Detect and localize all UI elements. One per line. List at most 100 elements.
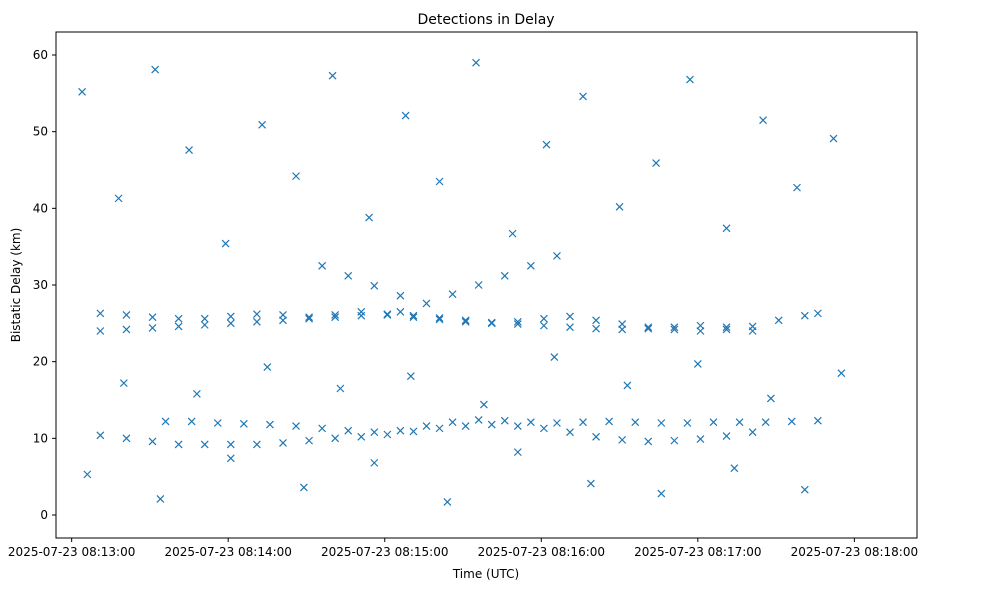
- y-tick-label: 50: [33, 125, 48, 139]
- data-point: [357, 311, 366, 320]
- data-point: [683, 419, 692, 427]
- data-point: [513, 448, 522, 457]
- data-point: [252, 310, 261, 319]
- data-point: [670, 436, 679, 445]
- x-tick-label: 2025-07-23 08:17:00: [634, 545, 761, 559]
- data-point: [615, 202, 624, 211]
- data-point: [122, 325, 131, 334]
- x-tick-label: 2025-07-23 08:18:00: [791, 545, 918, 559]
- data-point: [252, 440, 261, 449]
- data-point: [774, 316, 783, 325]
- data-point: [213, 419, 222, 427]
- data-point: [766, 394, 775, 403]
- data-point: [722, 224, 731, 233]
- data-point: [487, 319, 496, 328]
- data-point: [722, 325, 731, 334]
- data-point: [479, 400, 488, 409]
- data-point: [328, 71, 337, 80]
- data-point: [151, 65, 160, 74]
- data-point: [119, 379, 128, 388]
- data-point: [422, 422, 431, 430]
- data-point: [266, 420, 274, 429]
- data-point: [513, 422, 522, 430]
- data-point: [370, 428, 379, 437]
- data-point: [200, 320, 209, 329]
- data-point: [472, 58, 480, 67]
- data-point: [406, 372, 415, 381]
- data-point: [148, 437, 157, 446]
- data-point: [553, 251, 561, 260]
- data-point: [305, 436, 314, 445]
- data-point: [396, 426, 405, 435]
- data-point: [586, 479, 595, 488]
- data-point: [239, 419, 248, 428]
- data-point: [370, 458, 379, 467]
- data-point: [618, 435, 627, 444]
- data-point: [652, 159, 661, 168]
- data-point: [566, 312, 574, 321]
- data-point: [174, 440, 183, 449]
- data-point: [435, 315, 444, 324]
- data-point: [579, 418, 587, 427]
- data-point: [657, 419, 666, 427]
- data-point: [83, 470, 92, 479]
- data-point: [299, 483, 308, 492]
- data-point: [722, 432, 731, 440]
- data-point: [513, 320, 522, 329]
- data-point: [122, 434, 131, 443]
- data-point: [305, 314, 314, 323]
- x-tick-label: 2025-07-23 08:13:00: [8, 545, 135, 559]
- plot-area-frame: [55, 31, 918, 539]
- data-point: [161, 417, 170, 426]
- data-point: [696, 435, 705, 444]
- data-point: [422, 299, 431, 308]
- data-point: [396, 307, 405, 316]
- data-point: [448, 290, 457, 299]
- data-point: [318, 261, 327, 270]
- data-point: [644, 437, 653, 446]
- data-point: [644, 323, 653, 332]
- data-point: [409, 313, 418, 322]
- y-tick-label: 60: [33, 48, 48, 62]
- data-point: [670, 325, 679, 334]
- data-point: [200, 440, 209, 449]
- data-point: [435, 424, 444, 433]
- data-point: [305, 313, 314, 322]
- data-point: [226, 440, 235, 449]
- data-point: [513, 317, 522, 326]
- data-point: [657, 489, 666, 498]
- data-point: [292, 172, 300, 181]
- data-point: [96, 327, 105, 335]
- data-point: [357, 307, 366, 316]
- data-point: [709, 418, 718, 427]
- data-point: [800, 311, 809, 320]
- data-point: [443, 498, 452, 506]
- data-point: [365, 213, 374, 222]
- data-point: [383, 310, 392, 319]
- data-point: [487, 420, 496, 429]
- data-point: [279, 310, 287, 319]
- data-point: [579, 92, 587, 101]
- data-point: [221, 239, 230, 248]
- data-point: [686, 75, 694, 84]
- data-point: [357, 432, 366, 441]
- data-point: [226, 312, 235, 321]
- data-point: [292, 422, 300, 430]
- data-point: [787, 417, 796, 426]
- data-point: [435, 177, 444, 186]
- data-point: [761, 418, 770, 427]
- data-point: [401, 111, 410, 120]
- data-point: [226, 319, 235, 328]
- data-point: [722, 323, 731, 332]
- data-point: [793, 183, 801, 192]
- data-point: [461, 422, 470, 430]
- data-point: [644, 324, 653, 333]
- data-point: [474, 416, 483, 424]
- data-point: [185, 146, 193, 154]
- data-point: [114, 194, 123, 203]
- y-tick-label: 10: [33, 431, 48, 445]
- x-axis: 2025-07-23 08:13:00 2025-07-23 08:14:00 20…: [8, 538, 918, 559]
- data-point: [829, 134, 838, 143]
- data-point: [813, 416, 822, 425]
